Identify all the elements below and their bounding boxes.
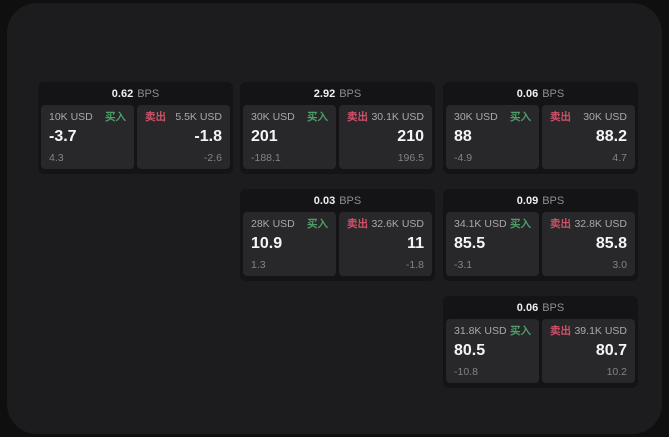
sell-value: 11 [407, 235, 424, 252]
quote-card: 0.06 BPS 31.8K USD 买入 80.5 -10.8 卖出 39.1… [443, 296, 638, 388]
bps-unit: BPS [542, 301, 565, 314]
bps-unit: BPS [339, 87, 362, 100]
quote-card: 0.09 BPS 34.1K USD 买入 85.5 -3.1 卖出 32.8K… [443, 189, 638, 281]
quote-card: 0.06 BPS 30K USD 买入 88 -4.9 卖出 30K USD 8… [443, 82, 638, 174]
sell-value: 85.8 [595, 235, 627, 252]
card-header: 0.06 BPS [443, 296, 638, 319]
sell-sub-value: 4.7 [612, 152, 627, 164]
quote-card: 0.03 BPS 28K USD 买入 10.9 1.3 卖出 32.6K US… [240, 189, 435, 281]
buy-sub-value: -188.1 [251, 152, 281, 164]
buy-value: -3.7 [49, 128, 77, 145]
bps-unit: BPS [542, 87, 565, 100]
buy-tag: 买入 [510, 325, 531, 337]
sell-amount-label: 30.1K USD [371, 111, 424, 123]
sell-tag: 卖出 [550, 325, 571, 337]
sell-panel[interactable]: 卖出 32.8K USD 85.8 3.0 [542, 212, 635, 276]
buy-value: 80.5 [454, 342, 486, 359]
bps-unit: BPS [137, 87, 160, 100]
sell-sub-value: 10.2 [606, 366, 627, 378]
sell-amount-label: 32.8K USD [574, 218, 627, 230]
buy-amount-label: 30K USD [251, 111, 295, 123]
buy-tag: 买入 [307, 111, 328, 123]
sell-tag: 卖出 [347, 218, 368, 230]
sell-sub-value: -1.8 [405, 259, 424, 271]
buy-tag: 买入 [510, 218, 531, 230]
buy-panel[interactable]: 30K USD 买入 88 -4.9 [446, 105, 539, 169]
sell-tag: 卖出 [145, 111, 166, 123]
sell-value: -1.8 [194, 128, 222, 145]
sell-value: 80.7 [595, 342, 627, 359]
sell-panel[interactable]: 卖出 30.1K USD 210 196.5 [339, 105, 432, 169]
buy-sub-value: -10.8 [454, 366, 478, 378]
bps-value: 0.62 [111, 87, 134, 100]
sell-amount-label: 30K USD [583, 111, 627, 123]
sell-amount-label: 39.1K USD [574, 325, 627, 337]
buy-panel[interactable]: 28K USD 买入 10.9 1.3 [243, 212, 336, 276]
buy-panel[interactable]: 10K USD 买入 -3.7 4.3 [41, 105, 134, 169]
buy-sub-value: -4.9 [454, 152, 473, 164]
sell-tag: 卖出 [347, 111, 368, 123]
buy-panel[interactable]: 34.1K USD 买入 85.5 -3.1 [446, 212, 539, 276]
buy-panel[interactable]: 30K USD 买入 201 -188.1 [243, 105, 336, 169]
bps-value: 0.03 [313, 194, 336, 207]
sell-panel[interactable]: 卖出 5.5K USD -1.8 -2.6 [137, 105, 230, 169]
bps-value: 2.92 [313, 87, 336, 100]
buy-tag: 买入 [510, 111, 531, 123]
buy-sub-value: -3.1 [454, 259, 473, 271]
bps-value: 0.06 [516, 87, 539, 100]
card-header: 0.03 BPS [240, 189, 435, 212]
card-header: 0.09 BPS [443, 189, 638, 212]
sell-panel[interactable]: 卖出 39.1K USD 80.7 10.2 [542, 319, 635, 383]
bps-unit: BPS [339, 194, 362, 207]
sell-panel[interactable]: 卖出 32.6K USD 11 -1.8 [339, 212, 432, 276]
sell-tag: 卖出 [550, 111, 571, 123]
card-header: 2.92 BPS [240, 82, 435, 105]
sell-sub-value: -2.6 [203, 152, 222, 164]
buy-value: 88 [454, 128, 472, 145]
quote-card: 0.62 BPS 10K USD 买入 -3.7 4.3 卖出 5.5K USD… [38, 82, 233, 174]
buy-amount-label: 30K USD [454, 111, 498, 123]
buy-amount-label: 31.8K USD [454, 325, 507, 337]
bps-value: 0.06 [516, 301, 539, 314]
buy-tag: 买入 [105, 111, 126, 123]
buy-value: 10.9 [251, 235, 283, 252]
buy-value: 85.5 [454, 235, 486, 252]
card-header: 0.62 BPS [38, 82, 233, 105]
sell-sub-value: 3.0 [612, 259, 627, 271]
sell-value: 88.2 [595, 128, 627, 145]
sell-amount-label: 32.6K USD [371, 218, 424, 230]
buy-sub-value: 4.3 [49, 152, 64, 164]
sell-value: 210 [397, 128, 424, 145]
bps-unit: BPS [542, 194, 565, 207]
buy-amount-label: 28K USD [251, 218, 295, 230]
buy-tag: 买入 [307, 218, 328, 230]
card-header: 0.06 BPS [443, 82, 638, 105]
bps-value: 0.09 [516, 194, 539, 207]
buy-amount-label: 10K USD [49, 111, 93, 123]
buy-panel[interactable]: 31.8K USD 买入 80.5 -10.8 [446, 319, 539, 383]
sell-sub-value: 196.5 [397, 152, 424, 164]
buy-sub-value: 1.3 [251, 259, 266, 271]
sell-tag: 卖出 [550, 218, 571, 230]
quote-card: 2.92 BPS 30K USD 买入 201 -188.1 卖出 30.1K … [240, 82, 435, 174]
sell-amount-label: 5.5K USD [175, 111, 222, 123]
buy-value: 201 [251, 128, 278, 145]
sell-panel[interactable]: 卖出 30K USD 88.2 4.7 [542, 105, 635, 169]
buy-amount-label: 34.1K USD [454, 218, 507, 230]
